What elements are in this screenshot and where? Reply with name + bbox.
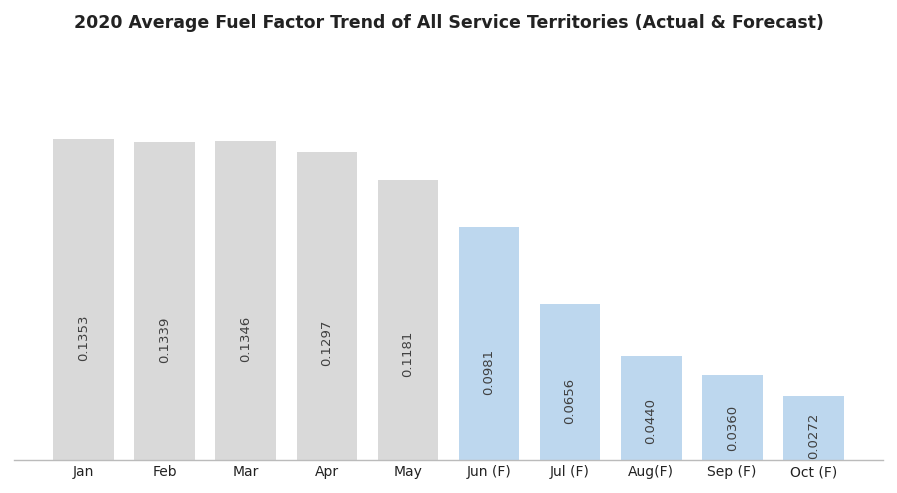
Text: 0.0981: 0.0981 xyxy=(483,349,495,395)
Bar xyxy=(297,152,357,460)
Text: 0.0656: 0.0656 xyxy=(563,378,577,424)
Bar xyxy=(135,142,196,460)
Bar xyxy=(54,139,114,460)
Bar xyxy=(701,375,762,460)
Bar xyxy=(783,396,843,460)
Text: 0.0440: 0.0440 xyxy=(645,397,658,444)
Bar xyxy=(458,227,519,460)
Text: 0.0272: 0.0272 xyxy=(806,413,820,459)
Text: 0.1181: 0.1181 xyxy=(402,330,414,377)
Title: 2020 Average Fuel Factor Trend of All Service Territories (Actual & Forecast): 2020 Average Fuel Factor Trend of All Se… xyxy=(74,14,823,32)
Text: 0.1353: 0.1353 xyxy=(77,315,91,361)
Bar xyxy=(378,180,439,460)
Text: 0.1346: 0.1346 xyxy=(239,316,252,362)
Bar xyxy=(215,141,276,460)
Text: 0.1339: 0.1339 xyxy=(159,316,171,362)
Bar xyxy=(540,304,600,460)
Text: 0.0360: 0.0360 xyxy=(726,405,738,451)
Bar xyxy=(621,356,682,460)
Text: 0.1297: 0.1297 xyxy=(320,320,334,366)
